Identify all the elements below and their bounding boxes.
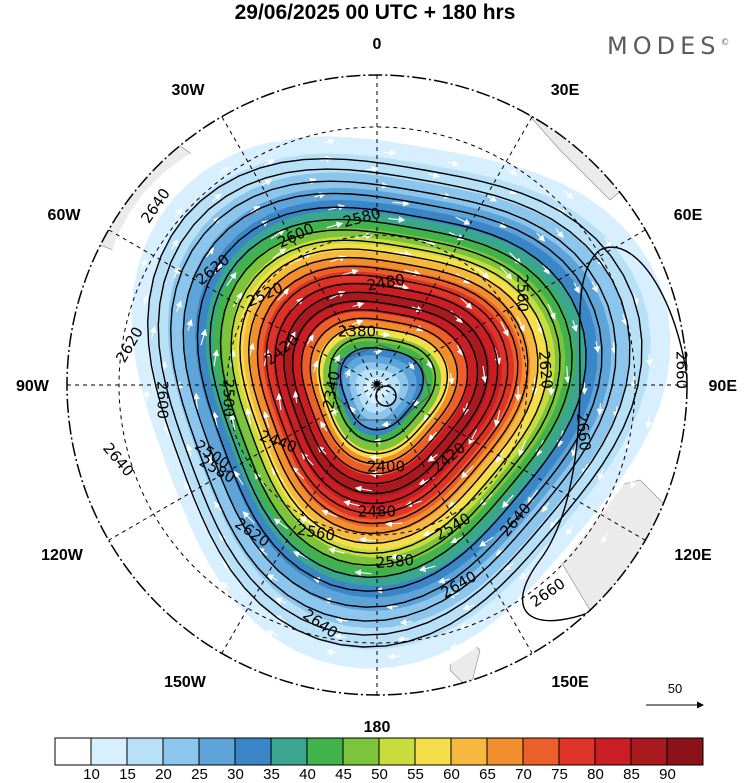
colorbar-swatch xyxy=(91,738,127,765)
wind-vector xyxy=(509,619,519,624)
contour-label: 2400 xyxy=(367,458,405,476)
lon-label-30w: 30W xyxy=(172,82,206,99)
lon-label-120w: 120W xyxy=(41,547,84,564)
contour-label: 2480 xyxy=(358,503,396,521)
lon-label-120e: 120E xyxy=(674,547,712,564)
colorbar-tick-label: 85 xyxy=(617,766,647,783)
contour-label: 2660 xyxy=(573,412,594,452)
colorbar-swatch xyxy=(595,738,631,765)
wind-vector xyxy=(514,154,523,160)
colorbar-swatch xyxy=(55,738,91,765)
wind-vector xyxy=(366,169,377,170)
colorbar-tick-label: 20 xyxy=(149,766,179,783)
colorbar-swatch xyxy=(199,738,235,765)
colorbar-tick-label: 55 xyxy=(401,766,431,783)
colorbar-swatch xyxy=(163,738,199,765)
colorbar-tick-label: 30 xyxy=(221,766,251,783)
lon-label-180: 180 xyxy=(364,719,391,736)
lon-label-90e: 90E xyxy=(709,378,738,395)
lon-label-60e: 60E xyxy=(674,207,703,224)
south-pole-marker xyxy=(374,381,380,387)
colorbar-swatch xyxy=(379,738,415,765)
colorbar-swatch xyxy=(523,738,559,765)
lon-label-0: 0 xyxy=(373,36,382,53)
colorbar-tick-label: 80 xyxy=(581,766,611,783)
colorbar-tick-label: 60 xyxy=(437,766,467,783)
lon-label-150w: 150W xyxy=(164,674,207,691)
contour-label: 2660 xyxy=(673,351,691,389)
lon-label-60w: 60W xyxy=(48,207,82,224)
colorbar-swatch xyxy=(487,738,523,765)
colorbar-tick-label: 65 xyxy=(473,766,503,783)
colorbar-swatch xyxy=(271,738,307,765)
contour-label: 2500 xyxy=(220,379,238,417)
colorbar-swatch xyxy=(451,738,487,765)
contour-label: 2560 xyxy=(514,274,532,312)
reference-vector-value: 50 xyxy=(668,681,682,696)
wind-vector xyxy=(387,607,398,608)
colorbar-tick-label: 45 xyxy=(329,766,359,783)
colorbar-tick-label: 15 xyxy=(113,766,143,783)
colorbar-swatch xyxy=(235,738,271,765)
colorbar-tick-label: 90 xyxy=(653,766,683,783)
colorbar-swatch xyxy=(559,738,595,765)
colorbar-tick-label: 70 xyxy=(509,766,539,783)
wind-vector xyxy=(381,335,389,336)
colorbar-tick-label: 10 xyxy=(77,766,107,783)
colorbar-tick-label: 25 xyxy=(185,766,215,783)
contour-label: 2580 xyxy=(375,551,415,572)
colorbar-swatch xyxy=(307,738,343,765)
wind-vector xyxy=(395,120,406,121)
colorbar-swatch xyxy=(667,738,703,765)
colorbar-tick-label: 40 xyxy=(293,766,323,783)
colorbar-tick-label: 50 xyxy=(365,766,395,783)
contour-label: 2620 xyxy=(535,350,556,390)
colorbar-tick-label: 75 xyxy=(545,766,575,783)
colorbar-swatch xyxy=(127,738,163,765)
lon-label-90w: 90W xyxy=(16,378,50,395)
colorbar xyxy=(55,738,703,765)
colorbar-swatch xyxy=(343,738,379,765)
colorbar-swatch xyxy=(631,738,667,765)
colorbar-swatch xyxy=(415,738,451,765)
contour-label: 2380 xyxy=(338,323,376,341)
wind-vector xyxy=(333,122,344,124)
lon-label-30e: 30E xyxy=(551,82,580,99)
colorbar-tick-label: 35 xyxy=(257,766,287,783)
wind-speed-shading xyxy=(95,105,690,690)
lon-label-150e: 150E xyxy=(551,674,589,691)
contour-label: 2600 xyxy=(154,381,172,419)
wind-vector xyxy=(457,130,468,133)
wind-vector xyxy=(389,656,400,657)
reference-vector: 50 xyxy=(646,681,703,705)
wind-vector xyxy=(138,501,143,511)
